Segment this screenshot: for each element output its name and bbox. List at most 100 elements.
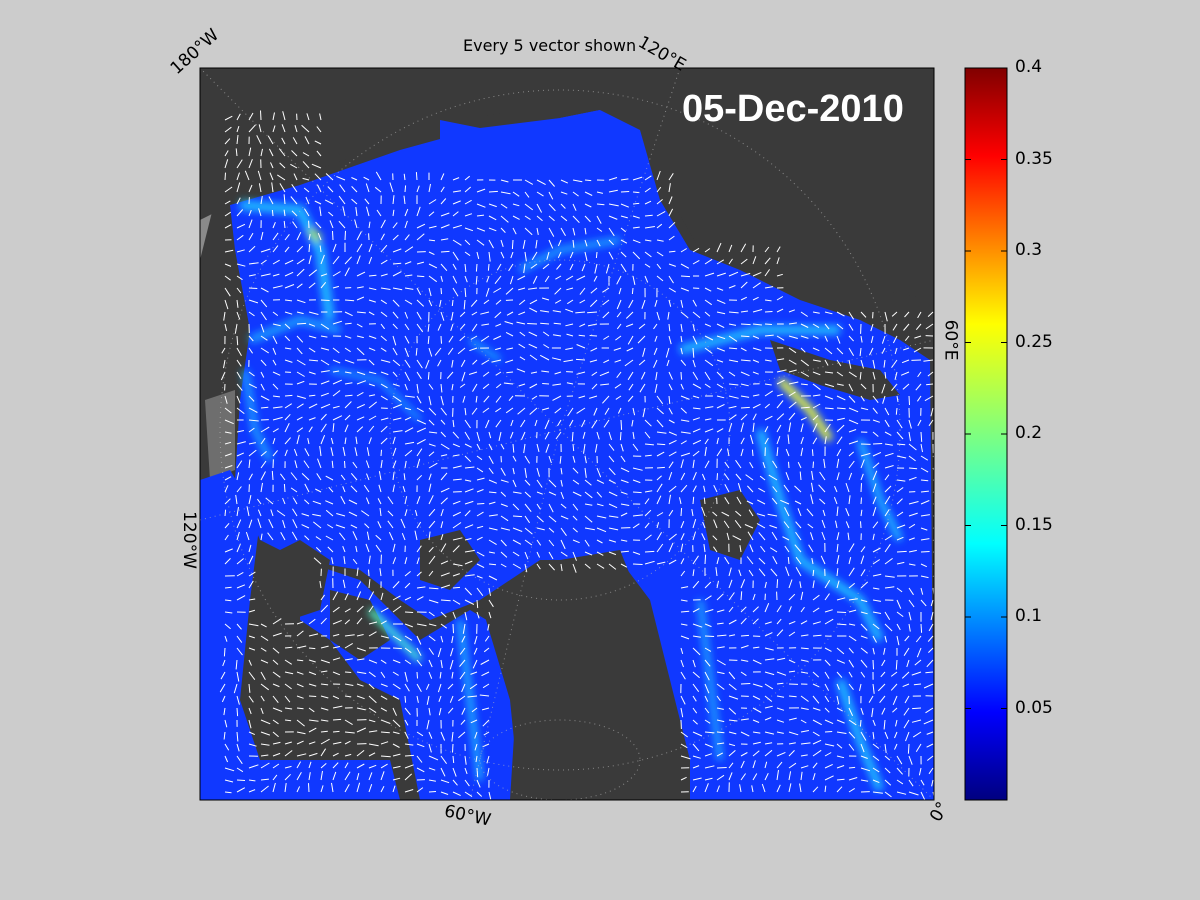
drift-vector <box>848 359 852 369</box>
drift-vector <box>596 479 605 484</box>
drift-vector <box>303 208 310 217</box>
drift-vector <box>365 183 370 193</box>
drift-vector <box>258 208 262 217</box>
drift-vector <box>281 137 286 145</box>
drift-vector <box>248 473 253 481</box>
drift-vector <box>464 500 474 505</box>
drift-vector <box>331 782 334 793</box>
drift-vector <box>224 115 233 121</box>
drift-vector <box>908 395 910 406</box>
drift-vector <box>316 473 322 481</box>
drift-vector <box>800 335 809 339</box>
drift-vector <box>344 762 349 769</box>
date-stamp: 05-Dec-2010 <box>682 88 904 130</box>
drift-vector <box>845 482 850 493</box>
drift-vector <box>236 407 245 414</box>
drift-vector <box>452 537 463 541</box>
drift-vector <box>872 547 881 553</box>
drift-vector <box>416 671 418 679</box>
drift-vector <box>905 731 910 742</box>
drift-vector <box>739 784 742 793</box>
drift-vector <box>692 707 698 714</box>
drift-vector <box>325 173 334 181</box>
drift-vector <box>824 775 834 781</box>
drift-vector <box>560 191 568 195</box>
drift-vector <box>392 659 401 664</box>
drift-vector <box>704 783 709 793</box>
drift-vector <box>459 647 466 655</box>
drift-vector <box>806 508 814 517</box>
drift-vector <box>529 307 538 313</box>
drift-vector <box>284 394 293 397</box>
drift-vector <box>462 623 466 634</box>
drift-vector <box>668 485 677 493</box>
drift-vector <box>508 395 514 402</box>
drift-vector <box>764 632 773 637</box>
map-area <box>200 68 934 800</box>
drift-vector <box>920 563 928 568</box>
drift-vector <box>392 262 402 265</box>
drift-vector <box>930 599 934 607</box>
drift-vector <box>292 137 298 145</box>
drift-vector <box>764 621 772 625</box>
drift-vector <box>327 186 334 193</box>
drift-vector <box>440 263 448 272</box>
drift-vector <box>368 591 375 601</box>
drift-vector <box>380 437 388 445</box>
drift-vector <box>428 263 438 269</box>
drift-vector <box>703 497 706 505</box>
drift-vector <box>626 323 634 328</box>
drift-vector <box>680 263 690 269</box>
drift-vector <box>291 150 298 157</box>
drift-vector <box>628 299 634 309</box>
drift-vector <box>555 275 562 280</box>
drift-vector <box>324 199 334 205</box>
drift-vector <box>416 635 422 645</box>
drift-vector <box>567 299 574 305</box>
drift-vector <box>368 425 375 433</box>
drift-vector <box>653 323 658 330</box>
drift-vector <box>356 772 360 781</box>
drift-vector <box>320 392 329 397</box>
drift-vector <box>404 719 409 726</box>
drift-vector <box>461 371 466 382</box>
drift-vector <box>728 762 734 769</box>
drift-vector <box>224 779 234 783</box>
drift-vector <box>752 403 761 409</box>
drift-vector <box>752 750 760 757</box>
drift-vector <box>389 182 394 193</box>
drift-vector <box>872 767 880 773</box>
drift-vector <box>523 443 526 454</box>
drift-vector <box>284 646 293 649</box>
drift-vector <box>256 135 262 145</box>
drift-vector <box>536 551 541 558</box>
drift-vector <box>812 423 818 433</box>
drift-vector <box>380 671 386 678</box>
drift-vector <box>404 754 414 757</box>
drift-vector <box>872 496 877 505</box>
drift-vector <box>222 659 226 667</box>
drift-vector <box>332 718 342 721</box>
drift-vector <box>881 659 886 667</box>
drift-vector <box>572 227 576 236</box>
drift-vector <box>528 343 538 349</box>
drift-vector <box>692 765 700 769</box>
drift-vector <box>704 719 711 724</box>
drift-vector <box>848 429 857 433</box>
drift-vector <box>416 383 419 394</box>
drift-vector <box>296 322 307 325</box>
drift-vector <box>680 359 687 366</box>
drift-vector <box>294 460 298 469</box>
drift-vector <box>704 287 712 292</box>
drift-vector <box>848 383 854 392</box>
drift-vector <box>303 187 310 193</box>
drift-vector <box>476 599 479 609</box>
drift-vector <box>608 443 615 451</box>
drift-vector <box>248 519 253 529</box>
drift-vector <box>291 210 298 217</box>
drift-vector <box>903 707 910 716</box>
drift-vector <box>440 472 448 481</box>
drift-vector <box>392 271 402 277</box>
drift-vector <box>536 515 544 523</box>
drift-vector <box>512 491 522 494</box>
